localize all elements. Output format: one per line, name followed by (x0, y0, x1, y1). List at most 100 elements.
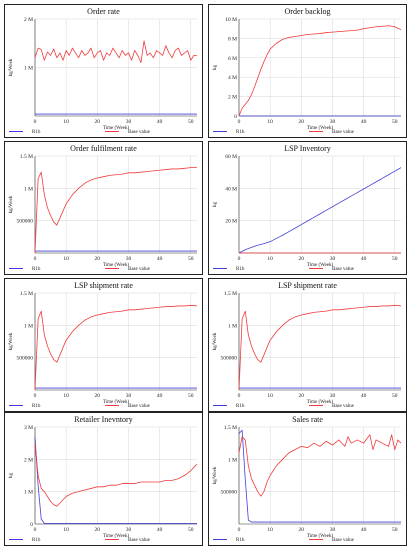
y-tick-label: 1.5 M (20, 154, 33, 160)
x-tick-label: 20 (299, 256, 305, 262)
y-tick-label: 2 M (24, 457, 33, 463)
x-tick-label: 40 (361, 393, 367, 399)
x-tick-label: 0 (238, 527, 241, 533)
x-tick-label: 50 (188, 393, 194, 399)
series-line-base-value (238, 25, 402, 117)
legend-label-base-value: Base value (128, 538, 151, 543)
y-axis-label: kg (213, 202, 218, 208)
legend-label-r1b: R1b (32, 538, 41, 543)
y-tick-label: 500000 (221, 490, 238, 496)
legend-label-r1b: R1b (32, 404, 41, 409)
y-tick-label: 40 M (225, 186, 237, 192)
chart-title: LSP shipment rate (278, 281, 337, 290)
chart-panel-6: LSP shipment rate 500000 1 M 1.5 M 0 10 20 30 40… (208, 278, 407, 412)
x-tick-label: 50 (392, 256, 398, 262)
y-tick-label: 1 M (24, 490, 33, 496)
y-tick-label: 500000 (17, 356, 34, 362)
x-tick-label: 30 (126, 256, 132, 262)
x-axis-label: Time (Week) (307, 400, 334, 405)
x-tick-label: 50 (392, 393, 398, 399)
series-line-r1b (238, 167, 402, 254)
x-tick-label: 10 (267, 119, 273, 125)
x-tick-label: 40 (361, 119, 367, 125)
series-line-r1b (238, 429, 401, 523)
x-tick-label: 0 (34, 119, 37, 125)
x-tick-label: 40 (361, 256, 367, 262)
series-line-base-value (34, 304, 198, 391)
x-tick-label: 0 (238, 256, 241, 262)
y-tick-label: 500000 (17, 219, 34, 225)
chart-panel-1: Order rate 1 M 2 M 0 10 20 30 40 50 Time (Week) kg… (4, 4, 203, 138)
x-tick-label: 20 (299, 527, 305, 533)
y-tick-label: 1 M (228, 457, 237, 463)
x-tick-label: 20 (95, 256, 101, 262)
x-axis-label: Time (Week) (103, 263, 130, 268)
y-axis-label: kg (9, 473, 14, 479)
x-tick-label: 0 (238, 119, 241, 125)
chart-panel-8: Sales rate 500000 1 M 1.5 M 0 10 20 30 40 50 Time … (208, 412, 407, 546)
x-tick-label: 20 (95, 393, 101, 399)
x-tick-label: 0 (238, 393, 241, 399)
y-tick-label: 10 M (225, 17, 237, 23)
x-axis-label: Time (Week) (307, 126, 334, 131)
y-axis-label: kg/Week (9, 332, 14, 350)
y-axis-label: kg (213, 65, 218, 71)
x-tick-label: 40 (157, 119, 163, 125)
x-tick-label: 10 (267, 256, 273, 262)
x-tick-label: 0 (34, 393, 37, 399)
x-tick-label: 10 (267, 527, 273, 533)
x-tick-label: 20 (299, 119, 305, 125)
y-axis-label: kg/Week (9, 58, 14, 76)
chart-svg: LSP shipment rate 500000 1 M 1.5 M 0 10 20 30 40… (9, 281, 198, 409)
y-axis-label: kg/Week (9, 195, 14, 213)
chart-title: Sales rate (292, 415, 323, 424)
legend-label-base-value: Base value (128, 267, 151, 272)
chart-title: LSP shipment rate (74, 281, 133, 290)
chart-panel-2: Order backlog 0 2 M 4 M 6 M 8 M 10 M 0 10 20 30 40 5… (208, 4, 407, 138)
series-line-base-value (238, 304, 402, 391)
x-tick-label: 30 (126, 393, 132, 399)
chart-title: Order fulfilment rate (70, 144, 137, 153)
legend-label-r1b: R1b (236, 267, 245, 272)
x-tick-label: 50 (188, 256, 194, 262)
y-tick-label: 8 M (228, 36, 237, 42)
chart-svg: Order backlog 0 2 M 4 M 6 M 8 M 10 M 0 10 20 30 40 5… (213, 7, 402, 135)
y-axis-label: kg/Week (213, 466, 218, 484)
x-tick-label: 30 (330, 256, 336, 262)
x-tick-label: 20 (95, 119, 101, 125)
chart-title: Order rate (87, 7, 120, 16)
legend-label-r1b: R1b (236, 404, 245, 409)
x-tick-label: 0 (34, 527, 37, 533)
legend-label-base-value: Base value (332, 538, 355, 543)
chart-svg: Order rate 1 M 2 M 0 10 20 30 40 50 Time (Week) kg… (9, 7, 197, 135)
legend-label-r1b: R1b (32, 130, 41, 135)
legend-label-r1b: R1b (236, 538, 245, 543)
series-line-r1b (34, 436, 197, 524)
x-tick-label: 10 (267, 393, 273, 399)
chart-panel-7: Retailer Inevntory 0 1 M 2 M 3 M 0 10 20 30 40 50 T… (4, 412, 203, 546)
x-tick-label: 40 (157, 527, 163, 533)
chart-svg: LSP shipment rate 500000 1 M 1.5 M 0 10 20 30 40… (213, 281, 402, 409)
x-tick-label: 10 (63, 393, 69, 399)
y-tick-label: 1.5 M (20, 291, 33, 297)
x-axis-label: Time (Week) (103, 534, 130, 539)
chart-title: Retailer Inevntory (74, 415, 132, 424)
y-tick-label: 2 M (228, 95, 237, 101)
legend-label-r1b: R1b (236, 130, 245, 135)
series-line-base-value (238, 434, 402, 497)
y-tick-label: 1 M (228, 323, 237, 329)
x-tick-label: 40 (157, 393, 163, 399)
legend-label-base-value: Base value (332, 130, 355, 135)
x-tick-label: 40 (361, 527, 367, 533)
y-tick-label: 2 M (24, 17, 33, 23)
y-tick-label: 0 (234, 114, 237, 120)
chart-svg: Order fulfilment rate 500000 1 M 1.5 M 0 10 20… (9, 144, 197, 272)
chart-title: Order backlog (285, 7, 331, 16)
y-tick-label: 1 M (24, 66, 33, 72)
y-tick-label: 3 M (24, 425, 33, 431)
x-tick-label: 30 (330, 393, 336, 399)
x-axis-label: Time (Week) (103, 126, 130, 131)
x-tick-label: 30 (126, 119, 132, 125)
y-tick-label: 1 M (24, 323, 33, 329)
